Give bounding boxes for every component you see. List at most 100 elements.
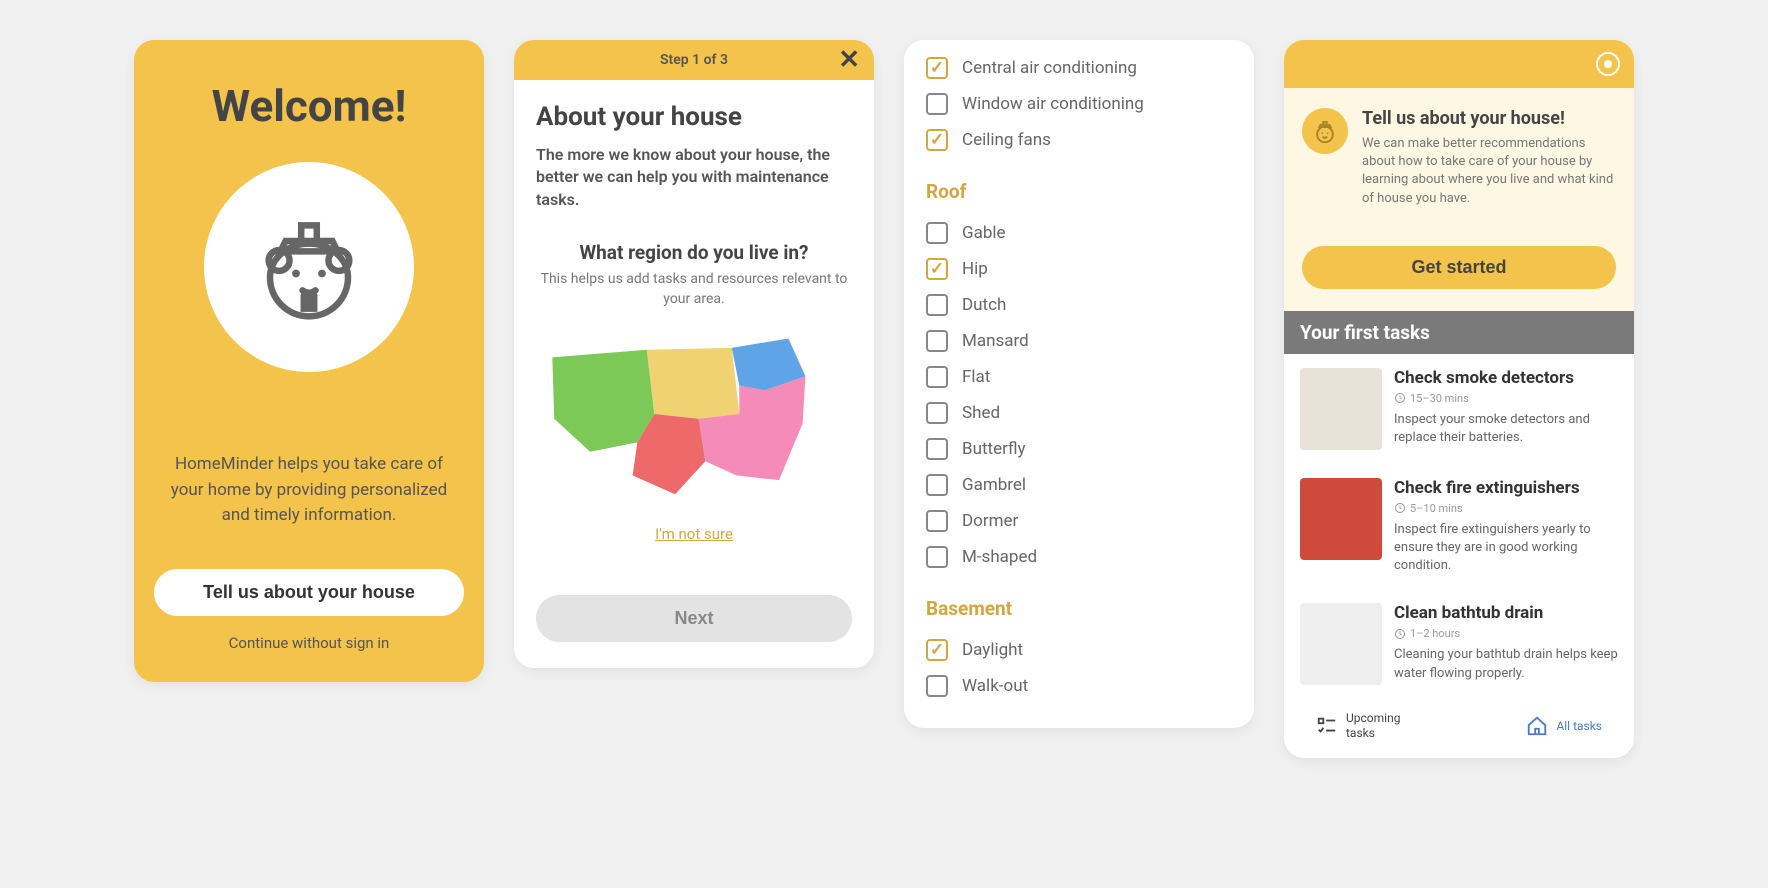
- checklist-icon: [1316, 715, 1338, 737]
- task-duration: 5–10 mins: [1394, 502, 1618, 515]
- task-thumbnail: [1300, 603, 1382, 685]
- checkbox-icon[interactable]: [926, 546, 948, 568]
- checkbox-row[interactable]: Butterfly: [926, 431, 1232, 467]
- map-region-west[interactable]: [552, 350, 654, 452]
- mascot-badge: [204, 162, 414, 372]
- welcome-title: Welcome!: [154, 80, 464, 132]
- task-duration: 1–2 hours: [1394, 627, 1618, 640]
- task-item[interactable]: Clean bathtub drain 1–2 hours Cleaning you…: [1284, 589, 1634, 699]
- checkbox-label: Daylight: [962, 640, 1023, 660]
- checkbox-label: Mansard: [962, 331, 1029, 351]
- task-title: Clean bathtub drain: [1394, 603, 1618, 623]
- clock-icon: [1394, 502, 1406, 514]
- checkbox-label: Dutch: [962, 295, 1006, 315]
- checkbox-row[interactable]: Dutch: [926, 287, 1232, 323]
- checkbox-row[interactable]: Ceiling fans: [926, 122, 1232, 158]
- tasks-title-bar: Your first tasks: [1284, 311, 1634, 354]
- checkbox-icon[interactable]: [926, 438, 948, 460]
- checkbox-icon[interactable]: [926, 258, 948, 280]
- checkbox-row[interactable]: Central air conditioning: [926, 50, 1232, 86]
- checkbox-label: M-shaped: [962, 547, 1037, 567]
- task-item[interactable]: Check fire extinguishers5–10 minsInspect…: [1284, 464, 1634, 590]
- checkbox-label: Gable: [962, 223, 1006, 243]
- section-title: Roof: [926, 180, 1232, 203]
- region-question-sub: This helps us add tasks and resources re…: [536, 270, 852, 309]
- checkbox-label: Butterfly: [962, 439, 1026, 459]
- region-question: What region do you live in?: [536, 241, 852, 264]
- close-icon[interactable]: ✕: [838, 47, 860, 73]
- next-button[interactable]: Next: [536, 595, 852, 642]
- checkbox-label: Hip: [962, 259, 988, 279]
- nav-all-tasks[interactable]: All tasks: [1526, 711, 1602, 740]
- not-sure-link[interactable]: I'm not sure: [536, 525, 852, 543]
- task-description: Cleaning your bathtub drain helps keep w…: [1394, 646, 1618, 682]
- checkbox-label: Shed: [962, 403, 1000, 423]
- checkbox-icon[interactable]: [926, 129, 948, 151]
- checkbox-icon[interactable]: [926, 222, 948, 244]
- about-house-screen: Step 1 of 3 ✕ About your house The more …: [514, 40, 874, 668]
- checkbox-icon[interactable]: [926, 294, 948, 316]
- nav-upcoming-tasks[interactable]: Upcoming tasks: [1316, 711, 1406, 740]
- clock-icon: [1394, 392, 1406, 404]
- task-thumbnail: [1300, 478, 1382, 560]
- checkbox-label: Flat: [962, 367, 990, 387]
- checkbox-icon[interactable]: [926, 330, 948, 352]
- task-title: Check fire extinguishers: [1394, 478, 1618, 498]
- task-item[interactable]: Check smoke detectors15–30 minsInspect y…: [1284, 354, 1634, 464]
- checkbox-label: Ceiling fans: [962, 130, 1051, 150]
- checkbox-row[interactable]: M-shaped: [926, 539, 1232, 575]
- checkbox-icon[interactable]: [926, 675, 948, 697]
- checkbox-label: Window air conditioning: [962, 94, 1144, 114]
- checkbox-row[interactable]: Mansard: [926, 323, 1232, 359]
- checkbox-icon[interactable]: [926, 402, 948, 424]
- checkbox-row[interactable]: Hip: [926, 251, 1232, 287]
- checkbox-row[interactable]: Daylight: [926, 632, 1232, 668]
- checkbox-icon[interactable]: [926, 474, 948, 496]
- checkbox-icon[interactable]: [926, 93, 948, 115]
- promo-body: We can make better recommendations about…: [1362, 135, 1616, 208]
- house-icon: [1526, 715, 1548, 737]
- welcome-description: HomeMinder helps you take care of your h…: [154, 452, 464, 529]
- checkbox-row[interactable]: Window air conditioning: [926, 86, 1232, 122]
- checkbox-row[interactable]: Walk-out: [926, 668, 1232, 704]
- continue-without-signin-link[interactable]: Continue without sign in: [229, 634, 390, 652]
- promo-section: Tell us about your house! We can make be…: [1284, 88, 1634, 311]
- task-thumbnail: [1300, 368, 1382, 450]
- about-body: About your house The more we know about …: [514, 80, 874, 569]
- checkbox-row[interactable]: Flat: [926, 359, 1232, 395]
- checkbox-icon[interactable]: [926, 57, 948, 79]
- get-started-button[interactable]: Get started: [1302, 246, 1616, 289]
- checklist-screen: Central air conditioning Window air condi…: [904, 40, 1254, 728]
- checkbox-icon[interactable]: [926, 510, 948, 532]
- checkbox-row[interactable]: Shed: [926, 395, 1232, 431]
- checkbox-row[interactable]: Gambrel: [926, 467, 1232, 503]
- nav-all-label: All tasks: [1556, 719, 1602, 733]
- task-description: Inspect your smoke detectors and replace…: [1394, 411, 1618, 447]
- checkbox-row[interactable]: Dormer: [926, 503, 1232, 539]
- tasks-screen: Tell us about your house! We can make be…: [1284, 40, 1634, 758]
- checkbox-icon[interactable]: [926, 639, 948, 661]
- checkbox-icon[interactable]: [926, 366, 948, 388]
- checkbox-label: Dormer: [962, 511, 1018, 531]
- about-heading: About your house: [536, 102, 852, 132]
- task-title: Check smoke detectors: [1394, 368, 1618, 388]
- checkbox-label: Gambrel: [962, 475, 1026, 495]
- nav-upcoming-label: Upcoming tasks: [1346, 711, 1406, 740]
- step-header: Step 1 of 3 ✕: [514, 40, 874, 80]
- section-title: Basement: [926, 597, 1232, 620]
- tasks-top-bar: [1284, 40, 1634, 88]
- checkbox-row[interactable]: Gable: [926, 215, 1232, 251]
- checkbox-label: Central air conditioning: [962, 58, 1137, 78]
- step-indicator: Step 1 of 3: [660, 52, 728, 68]
- promo-title: Tell us about your house!: [1362, 108, 1616, 129]
- beaver-mascot-icon: [244, 202, 374, 332]
- about-lead: The more we know about your house, the b…: [536, 144, 852, 211]
- map-region-central[interactable]: [647, 348, 740, 419]
- welcome-screen: Welcome! HomeMinder helps you take care …: [134, 40, 484, 682]
- checkbox-label: Walk-out: [962, 676, 1028, 696]
- tell-us-button[interactable]: Tell us about your house: [154, 569, 464, 616]
- clock-icon: [1394, 628, 1406, 640]
- bottom-nav: Upcoming tasks All tasks: [1284, 699, 1634, 758]
- us-region-map[interactable]: [536, 329, 852, 499]
- profile-icon[interactable]: [1596, 52, 1620, 76]
